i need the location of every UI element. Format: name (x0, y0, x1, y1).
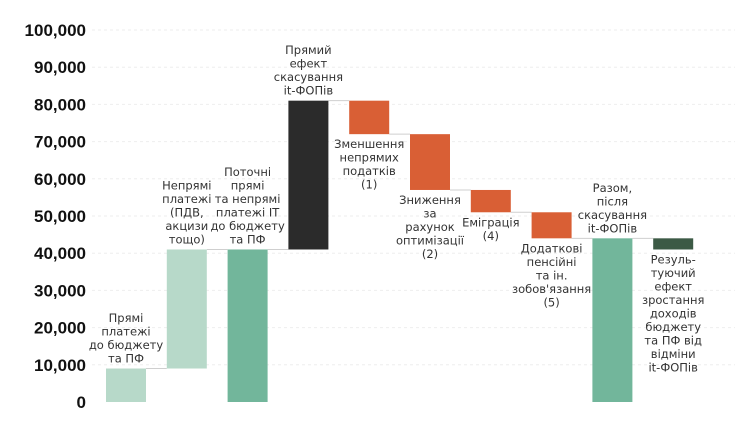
bar-label: Разом, після скасування it-ФОПів (578, 181, 647, 236)
y-tick-label: 40,000 (34, 244, 86, 263)
y-axis-ticks: 0 10,000 20,000 30,000 40,000 50,000 60,000 70,… (25, 21, 86, 412)
bar-label: Еміграція (4) (462, 215, 519, 243)
bar-label: Поточні прямі та непрямі платежі IT до бюдже… (210, 165, 285, 247)
bar-label: Зниження за рахунок оптимізації (2) (396, 193, 465, 261)
bar (653, 238, 694, 250)
bar (227, 249, 268, 402)
y-tick-label: 30,000 (34, 281, 86, 300)
connector-lines (146, 100, 654, 370)
y-tick-label: 10,000 (34, 356, 86, 375)
bar (592, 238, 633, 402)
y-tick-label: 80,000 (34, 95, 86, 114)
bar-label: Зменшення непрямих податків (1) (334, 137, 404, 192)
bar (349, 100, 390, 135)
y-tick-label: 90,000 (34, 58, 86, 77)
bar (470, 189, 511, 213)
bar (410, 134, 450, 190)
bar-label: Резуль-туючий ефект зростання доходів бюджет… (642, 252, 704, 374)
y-tick-label: 60,000 (34, 170, 86, 189)
bar-label: Прямий ефект скасування it-ФОПів (274, 43, 343, 98)
bar (166, 249, 207, 369)
bar-labels: Прямі платежі до бюджету та ПФ Непрямі платеж… (89, 43, 705, 374)
y-tick-label: 20,000 (34, 319, 86, 338)
bar-label: Непрямі платежі (ПДВ, акцизи тощо) (162, 178, 211, 246)
bar (531, 212, 572, 239)
y-tick-label: 0 (77, 393, 86, 412)
bar (288, 100, 329, 250)
y-tick-label: 70,000 (34, 133, 86, 152)
y-tick-label: 100,000 (25, 21, 86, 40)
y-tick-label: 50,000 (34, 207, 86, 226)
bar (106, 368, 146, 402)
bars (106, 100, 694, 402)
bar-label: Прямі платежі до бюджету та ПФ (89, 311, 164, 366)
bar-label: Додаткові пенсійні та ін. зобов'язання (5) (512, 241, 591, 309)
